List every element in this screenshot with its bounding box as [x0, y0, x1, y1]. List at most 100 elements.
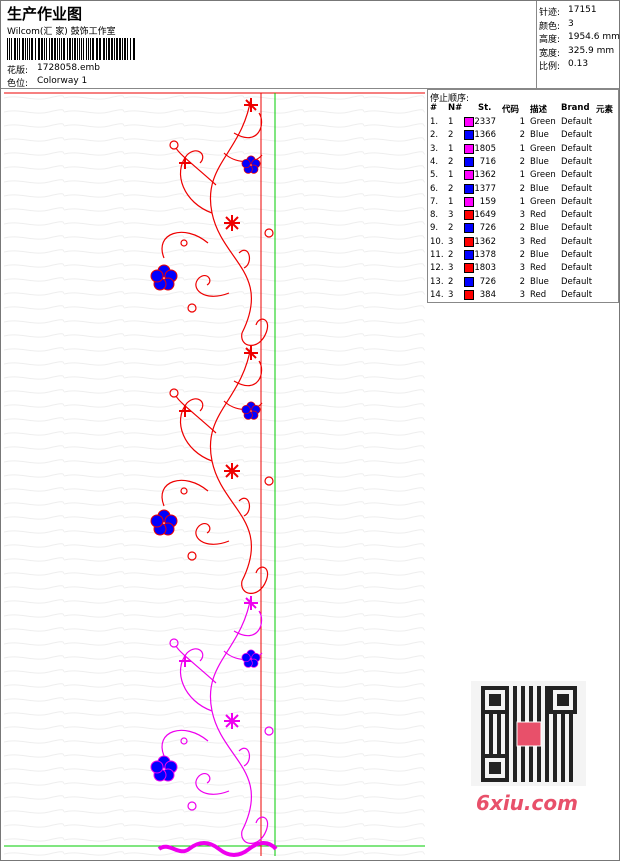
qr-cell [545, 762, 549, 766]
qr-cell [497, 710, 501, 714]
qr-cell [489, 694, 493, 698]
needle: 2 [448, 223, 454, 234]
qr-cell [505, 746, 509, 750]
qr-cell [549, 706, 553, 710]
qr-cell [537, 690, 541, 694]
code: 2 [519, 223, 525, 234]
qr-cell [537, 762, 541, 766]
qr-cell [493, 686, 497, 690]
needle: 2 [448, 183, 454, 194]
stitches: 1362 [474, 236, 496, 247]
watermark: 6xiu.com [476, 791, 578, 815]
qr-cell [513, 766, 517, 770]
qr-cell [489, 714, 493, 718]
divider [536, 1, 537, 89]
qr-cell [497, 750, 501, 754]
brand: Default [561, 250, 593, 260]
qr-cell [549, 690, 553, 694]
stitches: 1377 [474, 183, 496, 194]
qr-cell [561, 754, 565, 758]
needle: 2 [448, 250, 454, 260]
bar-stripe [96, 38, 98, 60]
table-row: 5. 1 1362 1 Green Default [428, 169, 618, 182]
qr-cell [553, 714, 557, 718]
qr-cell [521, 714, 525, 718]
qr-cell [537, 774, 541, 778]
bar-stripe [25, 38, 26, 60]
bar-stripe [69, 38, 71, 60]
code: 3 [519, 210, 525, 221]
table-row: 9. 2 726 2 Blue Default [428, 222, 618, 235]
bar-stripe [9, 38, 10, 60]
qr-cell [553, 766, 557, 770]
bar-stripe [67, 38, 68, 60]
qr-cell [565, 698, 569, 702]
qr-cell [513, 734, 517, 738]
qr-cell [497, 766, 501, 770]
qr-cell [545, 738, 549, 742]
color-swatch [464, 210, 474, 221]
bar-stripe [14, 38, 16, 60]
row-number: 11. [430, 250, 444, 260]
qr-cell [481, 754, 485, 758]
qr-cell [561, 742, 565, 746]
qr-cell [481, 758, 485, 762]
qr-cell [513, 702, 517, 706]
bar-stripe [29, 38, 30, 60]
qr-cell [545, 766, 549, 770]
qr-cell [497, 778, 501, 782]
code: 1 [519, 117, 525, 127]
qr-cell [513, 690, 517, 694]
qr-cell [521, 762, 525, 766]
qr-cell [481, 702, 485, 706]
brand: Default [561, 276, 593, 287]
qr-cell [493, 766, 497, 770]
qr-cell [569, 758, 573, 762]
code: 2 [519, 250, 525, 260]
qr-cell [481, 726, 485, 730]
qr-cell [561, 738, 565, 742]
description: Blue [530, 130, 549, 141]
qr-cell [481, 734, 485, 738]
row-number: 9. [430, 223, 439, 234]
qr-cell [553, 750, 557, 754]
qr-cell [513, 730, 517, 734]
qr-cell [505, 726, 509, 730]
qr-cell [481, 778, 485, 782]
bar-stripe [88, 38, 89, 60]
qr-cell [545, 722, 549, 726]
qr-cell [553, 734, 557, 738]
design: 1728058.emb [37, 63, 100, 73]
qr-cell [537, 758, 541, 762]
needle: 3 [448, 263, 454, 274]
qr-cell [521, 706, 525, 710]
bar-stripe [54, 38, 56, 60]
qr-cell [481, 698, 485, 702]
qr-cell [485, 778, 489, 782]
qr-cell [489, 718, 493, 722]
bar-stripe [90, 38, 91, 60]
qr-cell [553, 686, 557, 690]
qr-cell [529, 706, 533, 710]
qr-cell [505, 722, 509, 726]
qr-cell [569, 770, 573, 774]
qr-cell [521, 746, 525, 750]
qr-cell [569, 754, 573, 758]
qr-cell [561, 718, 565, 722]
qr-cell [537, 754, 541, 758]
qr-cell [521, 694, 525, 698]
qr-cell [521, 710, 525, 714]
qr-cell [557, 710, 561, 714]
brand: Default [561, 117, 593, 127]
qr-cell [569, 738, 573, 742]
qr-cell [561, 734, 565, 738]
description: Red [530, 210, 547, 221]
qr-cell [561, 698, 565, 702]
row-number: 10. [430, 236, 444, 247]
description: Blue [530, 276, 549, 287]
qr-cell [493, 770, 497, 774]
qr-cell [553, 758, 557, 762]
qr-cell [481, 738, 485, 742]
qr-cell [513, 762, 517, 766]
bar-stripe [86, 38, 87, 60]
